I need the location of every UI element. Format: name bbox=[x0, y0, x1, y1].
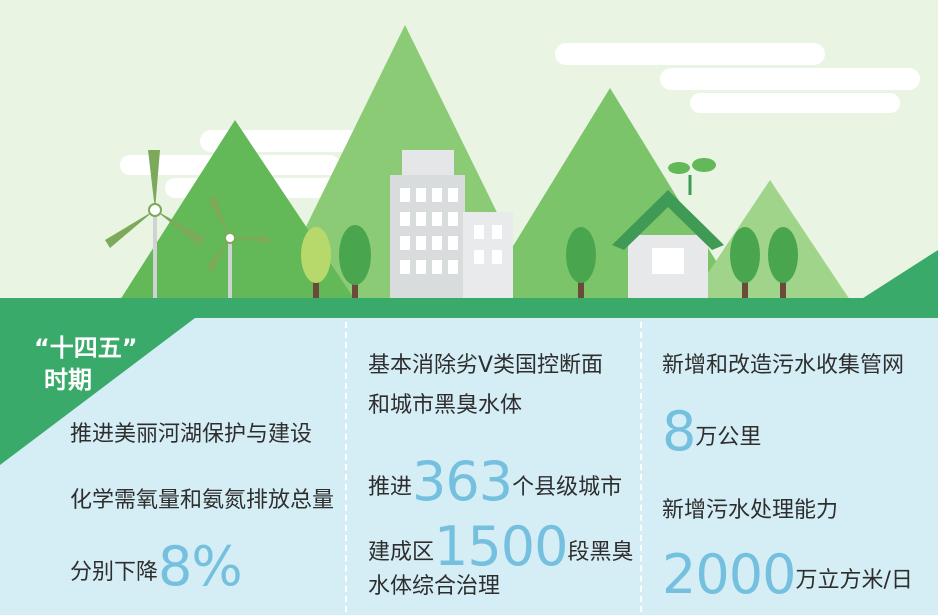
period-label: 时期 bbox=[44, 360, 92, 395]
figure: 8 bbox=[662, 400, 695, 463]
text-line: 新增和改造污水收集管网 bbox=[662, 355, 904, 377]
text: 段黑臭 bbox=[567, 540, 633, 565]
period-label: “十四五” bbox=[34, 328, 138, 363]
text: 万立方米/日 bbox=[795, 568, 912, 593]
leaf bbox=[668, 162, 690, 174]
text-line: 新增污水处理能力 bbox=[662, 500, 838, 522]
leaf bbox=[692, 158, 716, 172]
text: 万公里 bbox=[695, 425, 761, 450]
text: 个县级城市 bbox=[512, 475, 622, 500]
text-line: 2000万立方米/日 bbox=[662, 548, 913, 602]
text-line: 和城市黑臭水体 bbox=[368, 395, 522, 417]
figure: 363 bbox=[412, 450, 512, 513]
figure: 2000 bbox=[662, 543, 795, 606]
text-line: 化学需氧量和氨氮排放总量 bbox=[70, 490, 334, 512]
text-line: 水体综合治理 bbox=[368, 576, 500, 598]
text-line: 推进美丽河湖保护与建设 bbox=[70, 424, 312, 446]
separator bbox=[640, 322, 642, 612]
text-line: 分别下降8% bbox=[70, 540, 242, 594]
text: 推进 bbox=[368, 475, 412, 500]
text-line: 推进363个县级城市 bbox=[368, 455, 622, 509]
figure: 8% bbox=[158, 535, 242, 598]
figure: 1500 bbox=[434, 515, 567, 578]
text-line: 建成区1500段黑臭 bbox=[368, 520, 633, 574]
window bbox=[652, 248, 684, 274]
building bbox=[463, 212, 513, 300]
text: 建成区 bbox=[368, 540, 434, 565]
text-line: 8万公里 bbox=[662, 405, 761, 459]
building bbox=[402, 150, 454, 175]
ground bbox=[0, 298, 938, 318]
text: 分别下降 bbox=[70, 560, 158, 585]
infographic: “十四五” 时期 推进美丽河湖保护与建设 化学需氧量和氨氮排放总量 分别下降8%… bbox=[0, 0, 938, 615]
text-line: 基本消除劣V类国控断面 bbox=[368, 355, 603, 377]
separator bbox=[345, 322, 347, 612]
